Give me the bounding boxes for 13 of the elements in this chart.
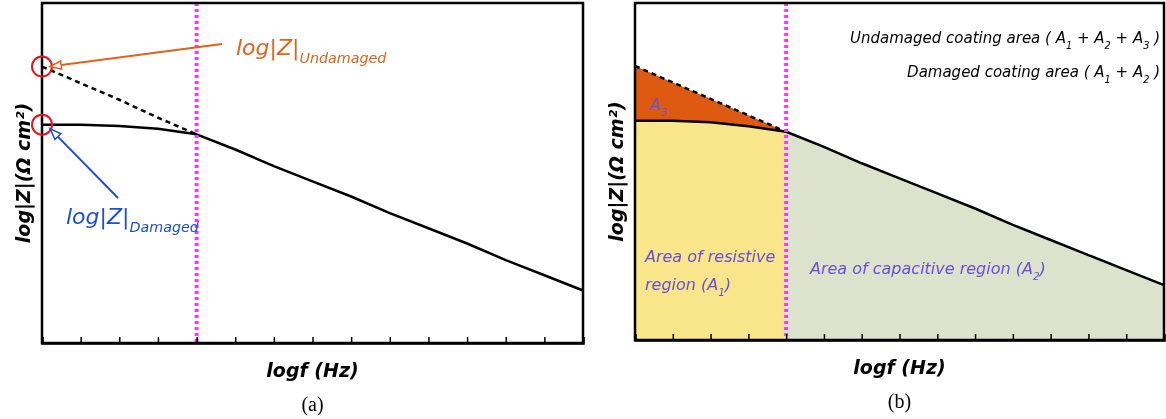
x-axis-title: logf (Hz) (266, 359, 359, 381)
x-axis-title: logf (Hz) (853, 356, 946, 378)
text: log|Z|$_{Undamaged}$ (236, 35, 388, 66)
text: (a) (301, 393, 324, 416)
text: (b) (887, 390, 912, 413)
text: Undamaged coating area ( A$_{1}$ + A$_{2}$ + A$_{3}$ ) (850, 29, 1160, 51)
annotation: Area of capacitive region (A$_{2}$) (809, 259, 1046, 282)
annotation: Damaged coating area ( A$_{1}$ + A$_{2}$ ) (907, 63, 1160, 85)
annotation: A$_{3}$ (649, 95, 668, 118)
annotation: Area of resistive region (A$_{1}$) (644, 247, 776, 298)
annotation: log|Z|$_{Damaged}$ (66, 204, 200, 235)
y-axis-title: log|Z|(Ω cm²) (605, 101, 628, 242)
y-axis-title: log|Z|(Ω cm²) (12, 102, 35, 244)
